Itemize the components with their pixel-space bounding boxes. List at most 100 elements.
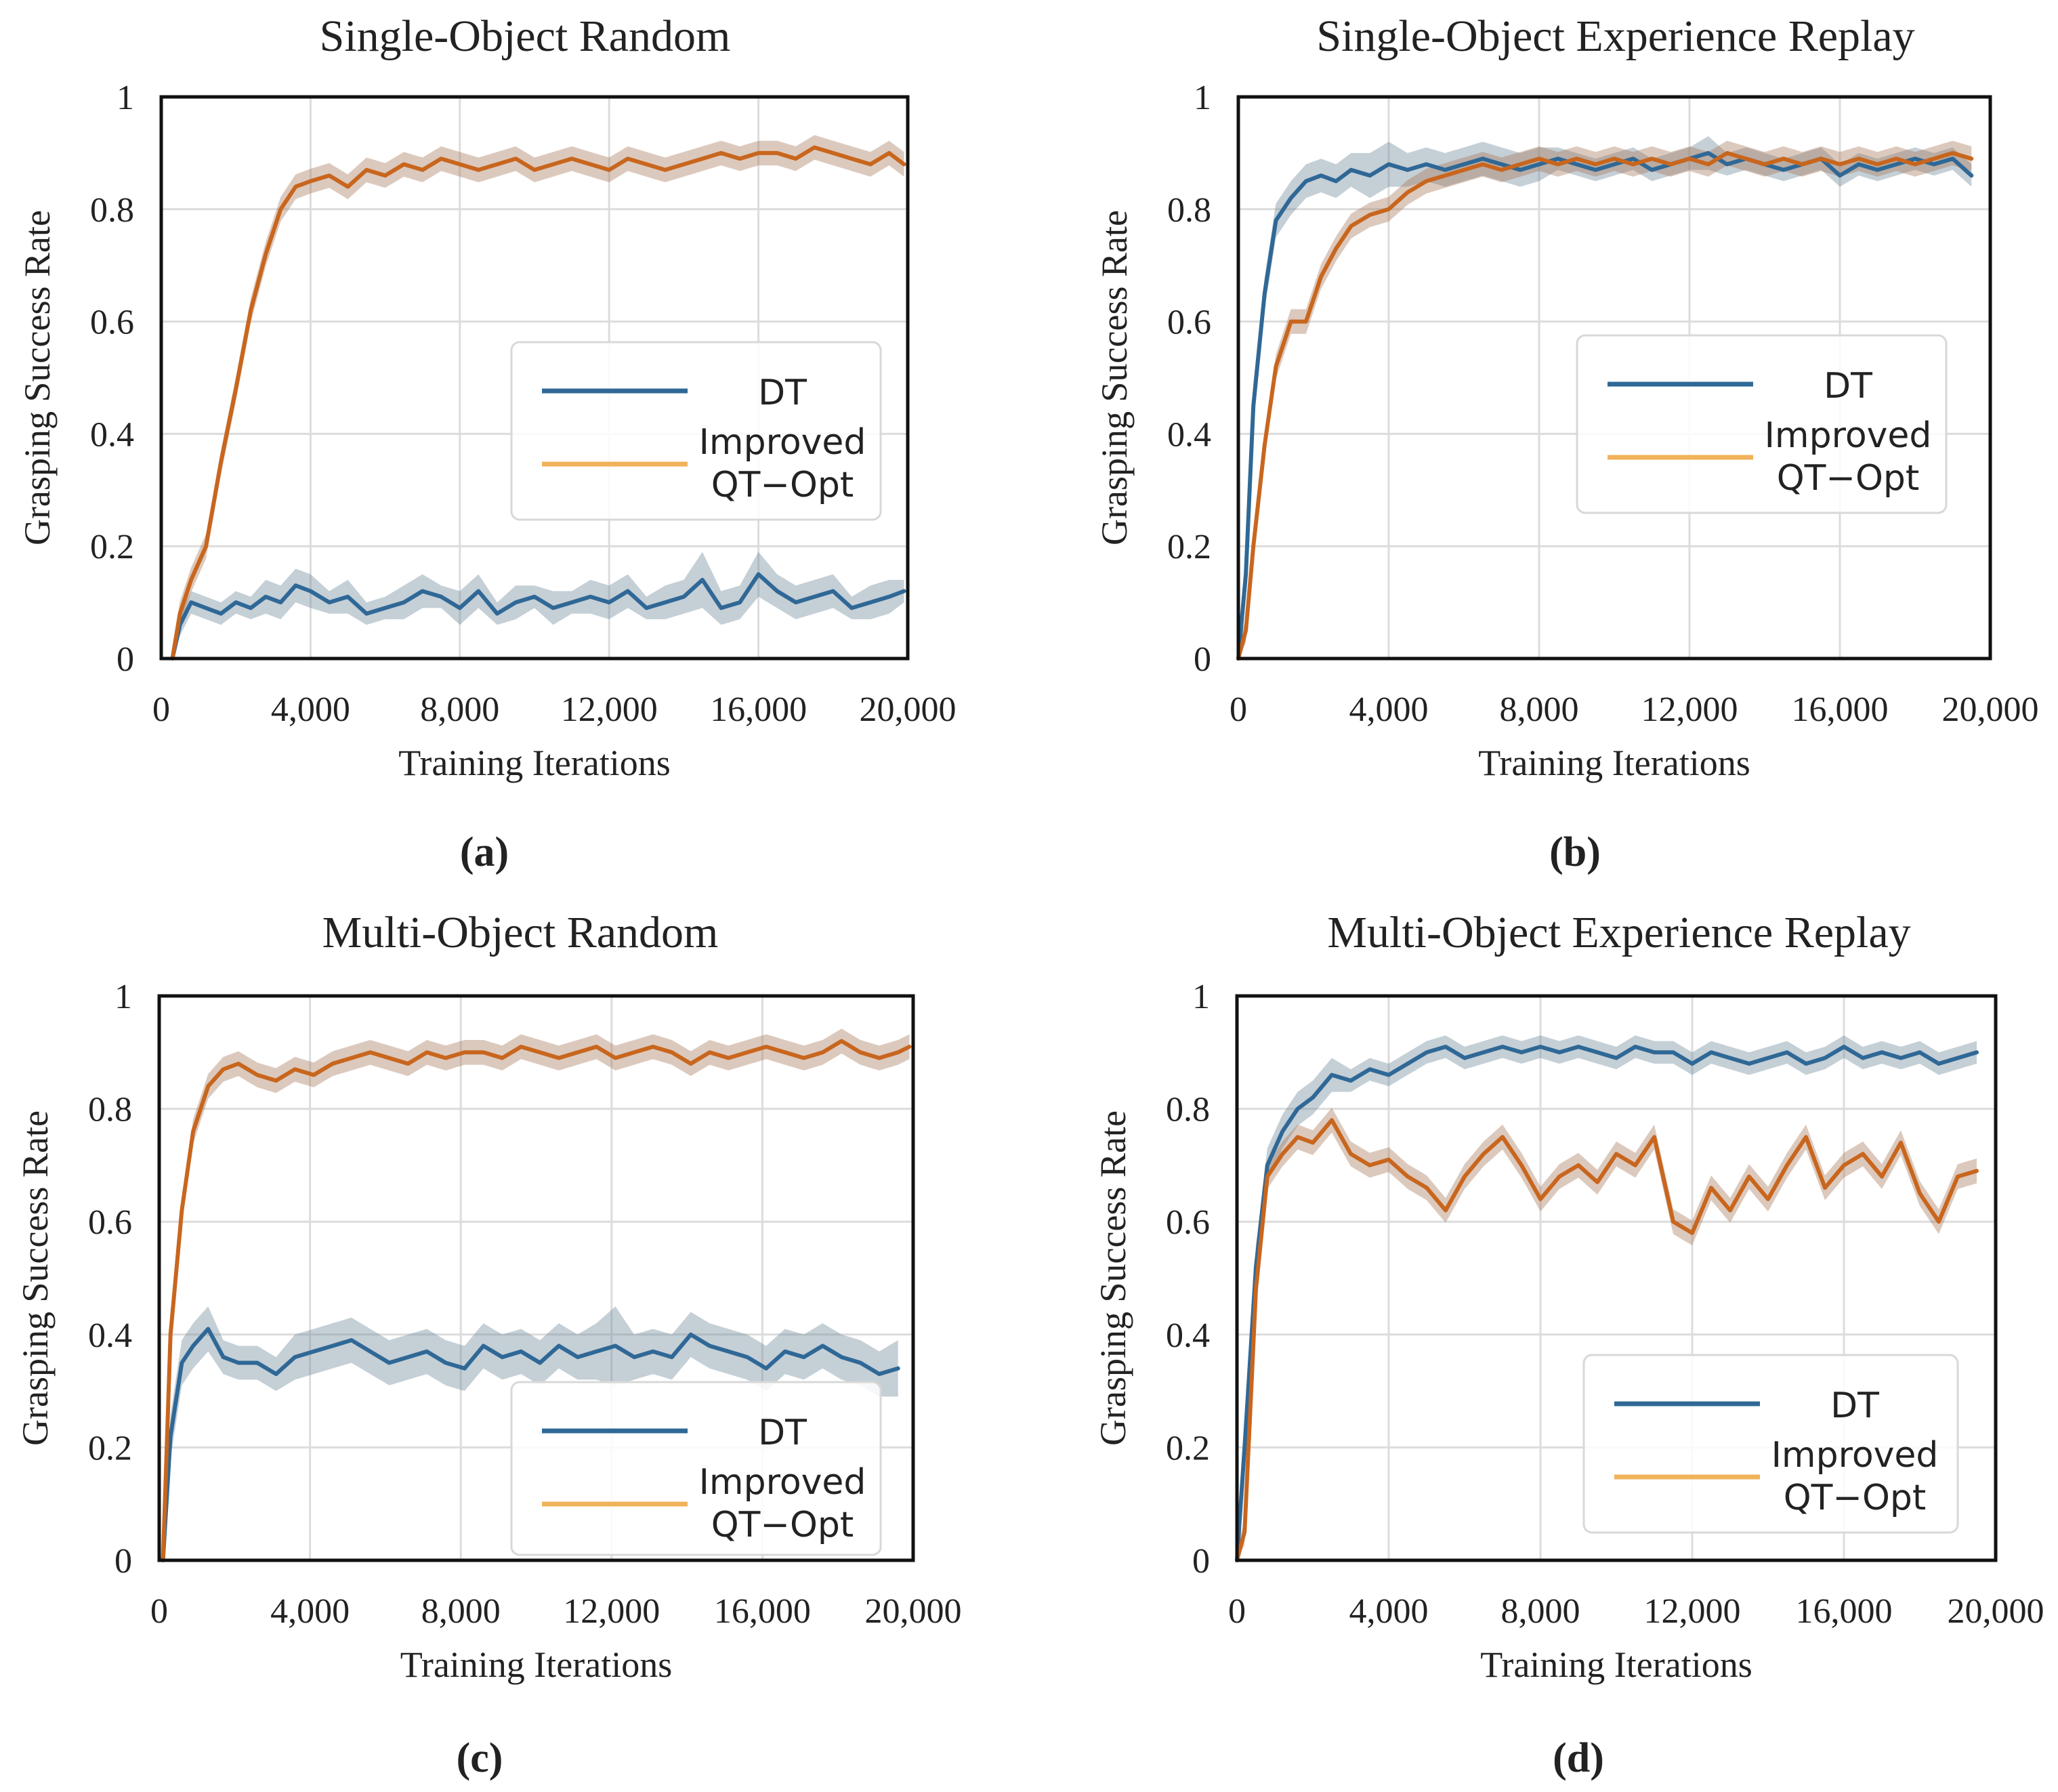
y-tick-label: 1 <box>114 978 132 1016</box>
legend-box <box>1582 1354 1959 1534</box>
chart-panel-b: Single-Object Experience Replay 0 4,000 8,0… <box>1094 12 2039 875</box>
y-axis-label: Grasping Success Rate <box>1094 210 1135 545</box>
y-tick-label: 0.2 <box>1166 1429 1210 1467</box>
chart-panel-c: Multi-Object Random 0 4,000 8,000 12,000 16,0… <box>15 908 962 1781</box>
series-line-improved-qt-opt <box>161 1039 912 1562</box>
plot-frame <box>159 95 910 661</box>
legend-box <box>1576 334 1948 514</box>
x-tick-label: 20,000 <box>1948 1592 2044 1631</box>
x-tick-label: 12,000 <box>1641 690 1738 729</box>
y-tick-label: 0.4 <box>1166 1316 1210 1355</box>
chart-title: Multi-Object Random <box>322 908 719 957</box>
legend-label-dt: DT <box>1830 1385 1879 1426</box>
legend-label-improved: Improved <box>1765 415 1932 456</box>
plot-frame <box>1235 994 1998 1562</box>
series-line-dt <box>1235 1045 1979 1562</box>
panel-label: (c) <box>457 1735 503 1781</box>
legend-label-dt: DT <box>1824 366 1872 407</box>
y-tick-label: 0.4 <box>1167 415 1211 454</box>
plot-frame <box>157 994 915 1562</box>
legend-label-qt-opt: QT−Opt <box>711 465 854 505</box>
x-tick-label: 20,000 <box>1942 690 2039 729</box>
series-line-improved-qt-opt <box>170 145 906 661</box>
x-axis-label: Training Iterations <box>1478 743 1750 783</box>
x-tick-label: 20,000 <box>865 1592 962 1631</box>
legend-box <box>510 341 882 521</box>
x-tick-label: 4,000 <box>271 690 350 729</box>
legend-label-improved: Improved <box>699 1462 866 1503</box>
chart-title: Single-Object Random <box>320 12 731 61</box>
legend-label-qt-opt: QT−Opt <box>1777 458 1920 499</box>
plot-frame <box>1236 95 1992 661</box>
y-tick-label: 0.2 <box>88 1429 132 1467</box>
series-line-improved-qt-opt <box>1236 150 1974 661</box>
y-tick-label: 0.2 <box>90 528 134 566</box>
y-axis-label: Grasping Success Rate <box>17 210 58 545</box>
legend-box <box>510 1381 882 1556</box>
x-axis-label: Training Iterations <box>1480 1644 1752 1685</box>
y-tick-label: 0.8 <box>90 191 134 230</box>
x-axis-label: Training Iterations <box>398 743 670 783</box>
series-band-dt <box>172 551 904 659</box>
series-band-dt <box>1237 1035 1977 1560</box>
x-tick-label: 8,000 <box>421 1592 501 1631</box>
panel-label: (b) <box>1549 829 1601 875</box>
legend-label-dt: DT <box>758 373 807 413</box>
y-tick-label: 0.8 <box>88 1091 132 1129</box>
y-tick-label: 0.8 <box>1167 191 1211 230</box>
panel-label: (d) <box>1553 1735 1604 1781</box>
y-tick-label: 0.6 <box>88 1203 132 1242</box>
x-tick-label: 0 <box>152 690 170 729</box>
x-tick-label: 4,000 <box>270 1592 350 1631</box>
x-tick-label: 20,000 <box>860 690 957 729</box>
x-tick-label: 4,000 <box>1349 1592 1429 1631</box>
series-line-dt <box>170 572 906 661</box>
x-tick-label: 16,000 <box>1796 1592 1893 1631</box>
x-tick-label: 0 <box>1228 1592 1246 1631</box>
chart-panel-a: Single-Object Random 0 4,000 8,000 12,000 16,… <box>17 12 957 875</box>
y-tick-label: 1 <box>117 79 134 117</box>
chart-title: Single-Object Experience Replay <box>1316 12 1914 61</box>
series-line-improved-qt-opt <box>1235 1118 1979 1562</box>
x-tick-label: 4,000 <box>1349 690 1429 729</box>
panel-label: (a) <box>460 829 509 875</box>
x-tick-label: 12,000 <box>563 1592 660 1631</box>
x-tick-label: 8,000 <box>420 690 499 729</box>
y-tick-label: 0.6 <box>1166 1203 1210 1242</box>
x-tick-label: 16,000 <box>1792 690 1889 729</box>
y-tick-label: 0.4 <box>90 415 134 454</box>
x-tick-label: 0 <box>1230 690 1247 729</box>
y-tick-label: 0.8 <box>1166 1091 1210 1129</box>
series-line-dt <box>161 1327 900 1562</box>
x-tick-label: 12,000 <box>1644 1592 1741 1631</box>
y-tick-label: 0.6 <box>90 304 134 342</box>
y-tick-label: 0.6 <box>1167 304 1211 342</box>
y-tick-label: 1 <box>1192 978 1210 1016</box>
x-axis-label: Training Iterations <box>400 1644 672 1685</box>
series-line-dt <box>1236 150 1974 661</box>
y-axis-label: Grasping Success Rate <box>1093 1110 1133 1446</box>
series-band-dt <box>1238 136 1972 659</box>
legend-label-qt-opt: QT−Opt <box>711 1505 854 1545</box>
y-tick-label: 0 <box>114 1542 132 1581</box>
legend-label-dt: DT <box>758 1413 807 1453</box>
y-tick-label: 0.2 <box>1167 528 1211 566</box>
x-tick-label: 0 <box>150 1592 168 1631</box>
y-tick-label: 0 <box>1192 1542 1210 1581</box>
chart-panel-d: Multi-Object Experience Replay 0 4,000 8,00… <box>1093 908 2044 1781</box>
y-tick-label: 0 <box>1194 640 1211 679</box>
y-tick-label: 0.4 <box>88 1316 132 1355</box>
y-axis-label: Grasping Success Rate <box>15 1110 56 1446</box>
x-tick-label: 12,000 <box>561 690 658 729</box>
legend-label-qt-opt: QT−Opt <box>1784 1478 1927 1518</box>
x-tick-label: 16,000 <box>710 690 807 729</box>
x-tick-label: 8,000 <box>1500 690 1579 729</box>
legend-label-improved: Improved <box>699 422 866 463</box>
y-tick-label: 0 <box>117 640 134 679</box>
x-tick-label: 8,000 <box>1501 1592 1580 1631</box>
x-tick-label: 16,000 <box>714 1592 811 1631</box>
